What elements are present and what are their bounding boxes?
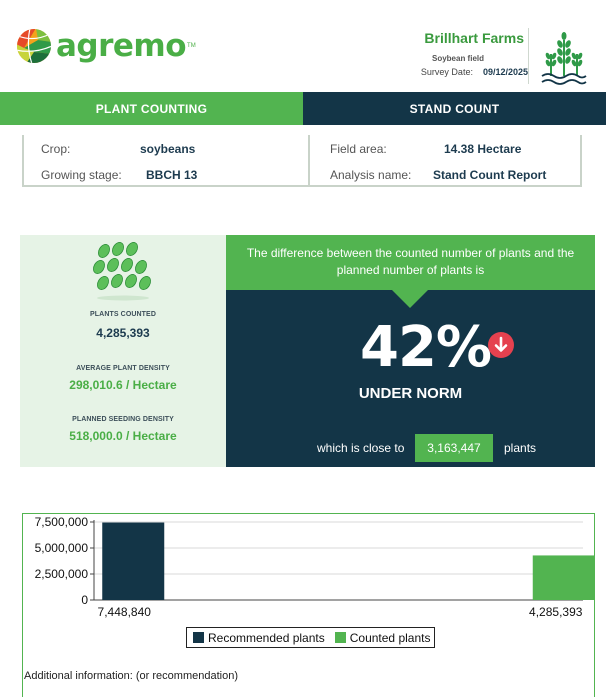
bar-chart: 0 2,500,000 5,000,000 7,500,000 7,448,840 4,2…	[35, 515, 595, 619]
area-value: 14.38 Hectare	[444, 142, 522, 156]
crop-value: soybeans	[140, 142, 196, 156]
plants-label: plants	[504, 441, 537, 455]
survey-date: Survey Date: 09/12/2025	[421, 67, 528, 77]
legend-label-counted: Counted plants	[349, 630, 431, 645]
header-divider	[528, 28, 529, 84]
globe-logo-icon	[17, 29, 51, 63]
analysis-value: Stand Count Report	[433, 168, 547, 182]
additional-info: Additional information: (or recommendati…	[24, 670, 238, 682]
tab-plant-counting[interactable]: PLANT COUNTING	[0, 92, 303, 125]
bar-recommended	[102, 522, 165, 600]
logo-trademark: TM	[187, 43, 196, 49]
farm-name: Brillhart Farms	[424, 30, 524, 46]
leaves-icon	[90, 241, 156, 306]
plants-counted-value: 4,285,393	[96, 326, 150, 340]
close-to-value: 3,163,447	[415, 434, 493, 462]
agremo-logo: agremo TM	[16, 28, 196, 64]
avg-density-label: AVERAGE PLANT DENSITY	[76, 365, 170, 372]
info-divider	[580, 135, 582, 187]
info-divider	[308, 135, 310, 187]
difference-percent: 42%	[360, 315, 492, 380]
x-tick-label: 7,448,840	[98, 605, 152, 619]
info-divider	[22, 185, 582, 187]
difference-panel: The difference between the counted numbe…	[226, 235, 595, 467]
legend-label-recommended: Recommended plants	[208, 630, 325, 645]
analysis-label: Analysis name:	[330, 168, 412, 182]
crop-label: Crop:	[41, 142, 71, 156]
logo-text: agremo	[56, 28, 187, 64]
avg-density-value: 298,010.6 / Hectare	[69, 378, 177, 392]
y-tick-label: 5,000,000	[35, 541, 89, 555]
planned-density-value: 518,000.0 / Hectare	[69, 429, 177, 443]
stage-value: BBCH 13	[146, 168, 198, 182]
legend-swatch-recommended	[193, 632, 204, 643]
chart-legend: Recommended plants Counted plants	[186, 627, 436, 648]
wheat-icon	[540, 30, 588, 91]
close-to-label: which is close to	[317, 441, 405, 455]
pointer-arrow	[392, 290, 428, 308]
legend-swatch-counted	[334, 632, 346, 643]
planned-density-label: PLANNED SEEDING DENSITY	[72, 416, 174, 423]
bar-counted	[532, 555, 595, 600]
plants-counted-label: PLANTS COUNTED	[90, 311, 156, 318]
field-info-table: Crop: soybeans Growing stage: BBCH 13 Fi…	[22, 135, 582, 187]
plants-chart: 0 2,500,000 5,000,000 7,500,000 7,448,840 4,2…	[22, 513, 595, 697]
x-tick-label: 4,285,393	[529, 605, 583, 619]
farm-info: Brillhart Farms Soybean field Survey Dat…	[421, 30, 528, 77]
y-tick-label: 7,500,000	[35, 515, 89, 529]
area-label: Field area:	[330, 142, 387, 156]
plant-stats-panel: PLANTS COUNTED 4,285,393 AVERAGE PLANT D…	[20, 235, 226, 467]
stage-label: Growing stage:	[41, 168, 122, 182]
survey-date-label: Survey Date:	[420, 67, 473, 77]
down-arrow-icon	[488, 332, 514, 358]
report-tabs: PLANT COUNTING STAND COUNT	[0, 92, 606, 125]
y-tick-label: 2,500,000	[35, 567, 89, 581]
tab-stand-count[interactable]: STAND COUNT	[303, 92, 606, 125]
survey-date-value: 09/12/2025	[482, 67, 528, 77]
difference-description: The difference between the counted numbe…	[226, 235, 595, 290]
info-divider	[22, 135, 24, 187]
y-tick-label: 0	[81, 593, 88, 607]
field-name: Soybean field	[431, 54, 484, 63]
norm-status: UNDER NORM	[358, 385, 463, 402]
